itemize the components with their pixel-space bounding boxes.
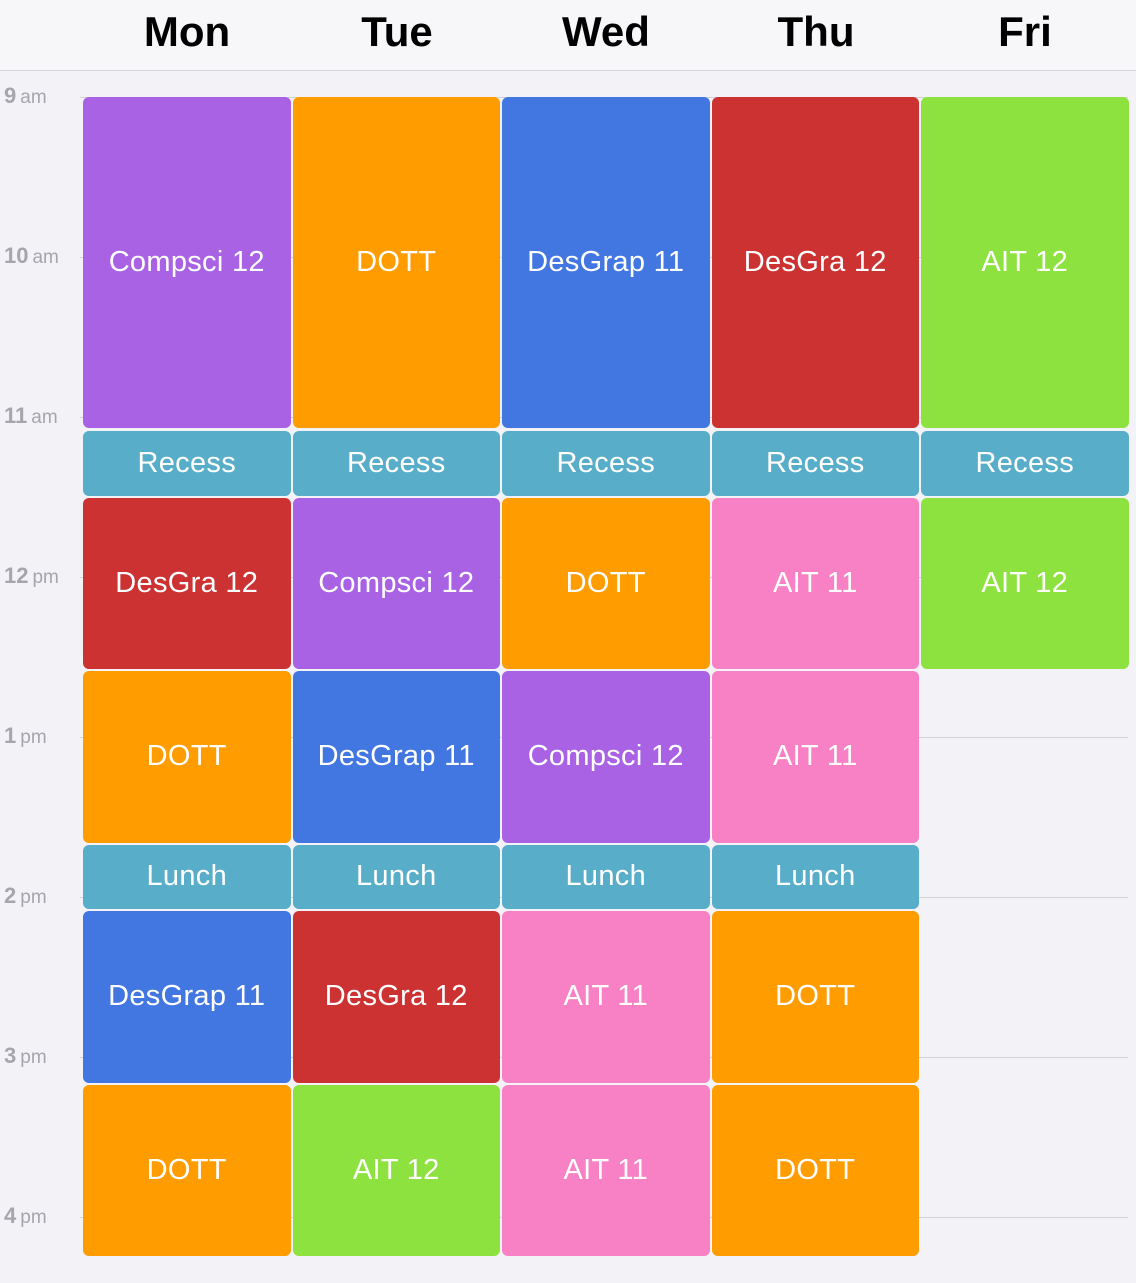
event-desgrap-11[interactable]: DesGrap 11 [292,671,500,843]
event-ait-11[interactable]: AIT 11 [711,671,919,843]
event-ait-12[interactable]: AIT 12 [921,97,1129,429]
event-title: Compsci 12 [108,246,265,279]
event-title: DOTT [146,740,227,773]
time-label: 4 pm [4,1203,76,1229]
event-title: DOTT [775,980,856,1013]
event-title: DesGra 12 [115,567,259,600]
day-label-tue: Tue [361,8,433,55]
event-compsci-12[interactable]: Compsci 12 [292,498,500,670]
time-label: 1 pm [4,723,76,749]
event-recess[interactable]: Recess [921,431,1129,496]
event-title: Recess [766,447,865,480]
event-title: AIT 12 [352,1153,440,1186]
time-label-ampm: pm [20,1047,47,1068]
event-recess[interactable]: Recess [711,431,919,496]
event-ait-11[interactable]: AIT 11 [711,498,919,670]
event-recess[interactable]: Recess [502,431,710,496]
time-label-number: 11 [4,403,28,428]
event-ait-11[interactable]: AIT 11 [502,1084,710,1256]
time-label: 2 pm [4,883,76,909]
event-dott[interactable]: DOTT [292,97,500,429]
time-label: 10 am [4,243,76,269]
day-header: Mon Tue Wed Thu Fri [0,0,1136,71]
event-dott[interactable]: DOTT [83,1084,291,1256]
time-label: 9 am [4,83,76,109]
time-label-number: 9 [4,83,17,108]
event-dott[interactable]: DOTT [502,498,710,670]
event-compsci-12[interactable]: Compsci 12 [502,671,710,843]
event-desgra-12[interactable]: DesGra 12 [83,498,291,670]
event-title: Lunch [146,860,227,893]
day-label-thu: Thu [777,8,855,55]
event-compsci-12[interactable]: Compsci 12 [83,97,291,429]
event-title: Compsci 12 [527,740,684,773]
event-title: Recess [556,447,655,480]
event-title: AIT 11 [563,1153,649,1186]
event-title: AIT 12 [981,567,1069,600]
event-title: AIT 12 [981,246,1069,279]
time-label-ampm: am [31,407,58,428]
event-title: DOTT [146,1153,227,1186]
event-title: DesGra 12 [743,246,887,279]
event-title: Compsci 12 [318,567,475,600]
event-title: DOTT [356,246,437,279]
time-label-number: 2 [4,883,17,908]
time-label-number: 12 [4,563,29,588]
event-title: Lunch [565,860,646,893]
event-title: DOTT [775,1153,856,1186]
time-label-ampm: am [32,247,59,268]
time-label-ampm: pm [20,727,47,748]
time-label: 3 pm [4,1043,76,1069]
event-lunch[interactable]: Lunch [83,844,291,910]
time-label-number: 4 [4,1203,17,1228]
time-label-ampm: pm [20,887,47,908]
event-lunch[interactable]: Lunch [292,844,500,910]
event-ait-11[interactable]: AIT 11 [502,911,710,1083]
time-label-number: 10 [4,243,29,268]
event-recess[interactable]: Recess [83,431,291,496]
event-dott[interactable]: DOTT [711,1084,919,1256]
time-label: 12 pm [4,563,76,589]
event-title: DesGrap 11 [108,980,266,1013]
event-title: Lunch [774,860,856,893]
event-title: DOTT [565,567,646,600]
event-lunch[interactable]: Lunch [502,844,710,910]
event-dott[interactable]: DOTT [83,671,291,843]
event-title: Recess [975,447,1074,480]
time-label-number: 1 [4,723,17,748]
event-title: AIT 11 [772,567,858,600]
day-label-wed: Wed [562,8,650,55]
event-title: DesGrap 11 [527,246,685,279]
time-label-ampm: pm [20,1207,47,1228]
time-label-ampm: am [20,87,47,108]
event-desgra-12[interactable]: DesGra 12 [711,97,919,429]
event-lunch[interactable]: Lunch [711,844,919,910]
event-recess[interactable]: Recess [292,431,500,496]
event-desgra-12[interactable]: DesGra 12 [292,911,500,1083]
day-label-mon: Mon [143,8,231,55]
event-title: DesGra 12 [324,980,468,1013]
day-label-fri: Fri [998,8,1052,55]
event-ait-12[interactable]: AIT 12 [292,1084,500,1256]
event-desgrap-11[interactable]: DesGrap 11 [83,911,291,1083]
event-ait-12[interactable]: AIT 12 [921,498,1129,670]
event-desgrap-11[interactable]: DesGrap 11 [502,97,710,429]
event-title: Lunch [355,860,437,893]
event-title: Recess [137,447,236,480]
event-title: AIT 11 [563,980,649,1013]
event-title: Recess [347,447,446,480]
time-label-number: 3 [4,1043,17,1068]
event-title: DesGrap 11 [317,740,475,773]
event-dott[interactable]: DOTT [711,911,919,1083]
event-title: AIT 11 [772,740,858,773]
time-label-ampm: pm [32,567,59,588]
time-label: 11 am [4,403,76,429]
